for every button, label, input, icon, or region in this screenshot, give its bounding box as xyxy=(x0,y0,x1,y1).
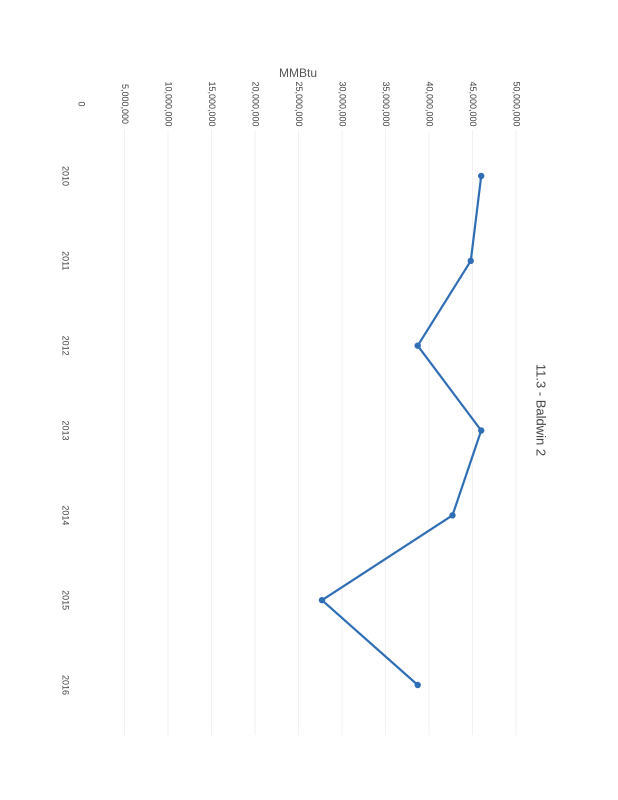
y-tick-label: 45,000,000 xyxy=(468,81,478,126)
grid-lines xyxy=(124,130,517,735)
x-tick-label: 2010 xyxy=(61,166,71,186)
y-tick-label: 40,000,000 xyxy=(425,81,435,126)
x-tick-label: 2012 xyxy=(61,336,71,356)
series-line xyxy=(318,172,485,689)
data-point xyxy=(449,512,456,519)
y-tick-labels: 0 5,000,000 10,000,000 15,000,000 20,000,000… xyxy=(77,81,522,126)
x-tick-label: 2016 xyxy=(61,675,71,695)
x-tick-labels: 2010 2011 2012 2013 2014 2015 2016 xyxy=(61,166,71,695)
y-tick-label: 20,000,000 xyxy=(251,81,261,126)
y-tick-label: 25,000,000 xyxy=(294,81,304,126)
x-tick-label: 2011 xyxy=(61,251,71,270)
data-point xyxy=(467,257,474,265)
data-point xyxy=(414,342,421,349)
data-point xyxy=(478,427,485,434)
data-point xyxy=(318,596,326,604)
x-tick-label: 2013 xyxy=(61,420,71,440)
series-line-path xyxy=(320,175,483,686)
data-point xyxy=(414,681,421,689)
data-point xyxy=(478,172,485,180)
y-tick-label: 35,000,000 xyxy=(381,81,391,126)
y-tick-label: 30,000,000 xyxy=(338,81,348,126)
x-tick-label: 2015 xyxy=(61,590,71,610)
y-tick-label: 5,000,000 xyxy=(120,84,130,124)
chart-title: 11.3 - Baldwin 2 xyxy=(534,364,549,456)
x-tick-label: 2014 xyxy=(61,505,71,525)
y-tick-label: 0 xyxy=(77,101,87,106)
y-unit-label: MMBtu xyxy=(279,66,317,80)
y-tick-label: 50,000,000 xyxy=(512,81,522,126)
y-tick-label: 10,000,000 xyxy=(164,81,174,126)
y-tick-label: 15,000,000 xyxy=(207,81,217,126)
